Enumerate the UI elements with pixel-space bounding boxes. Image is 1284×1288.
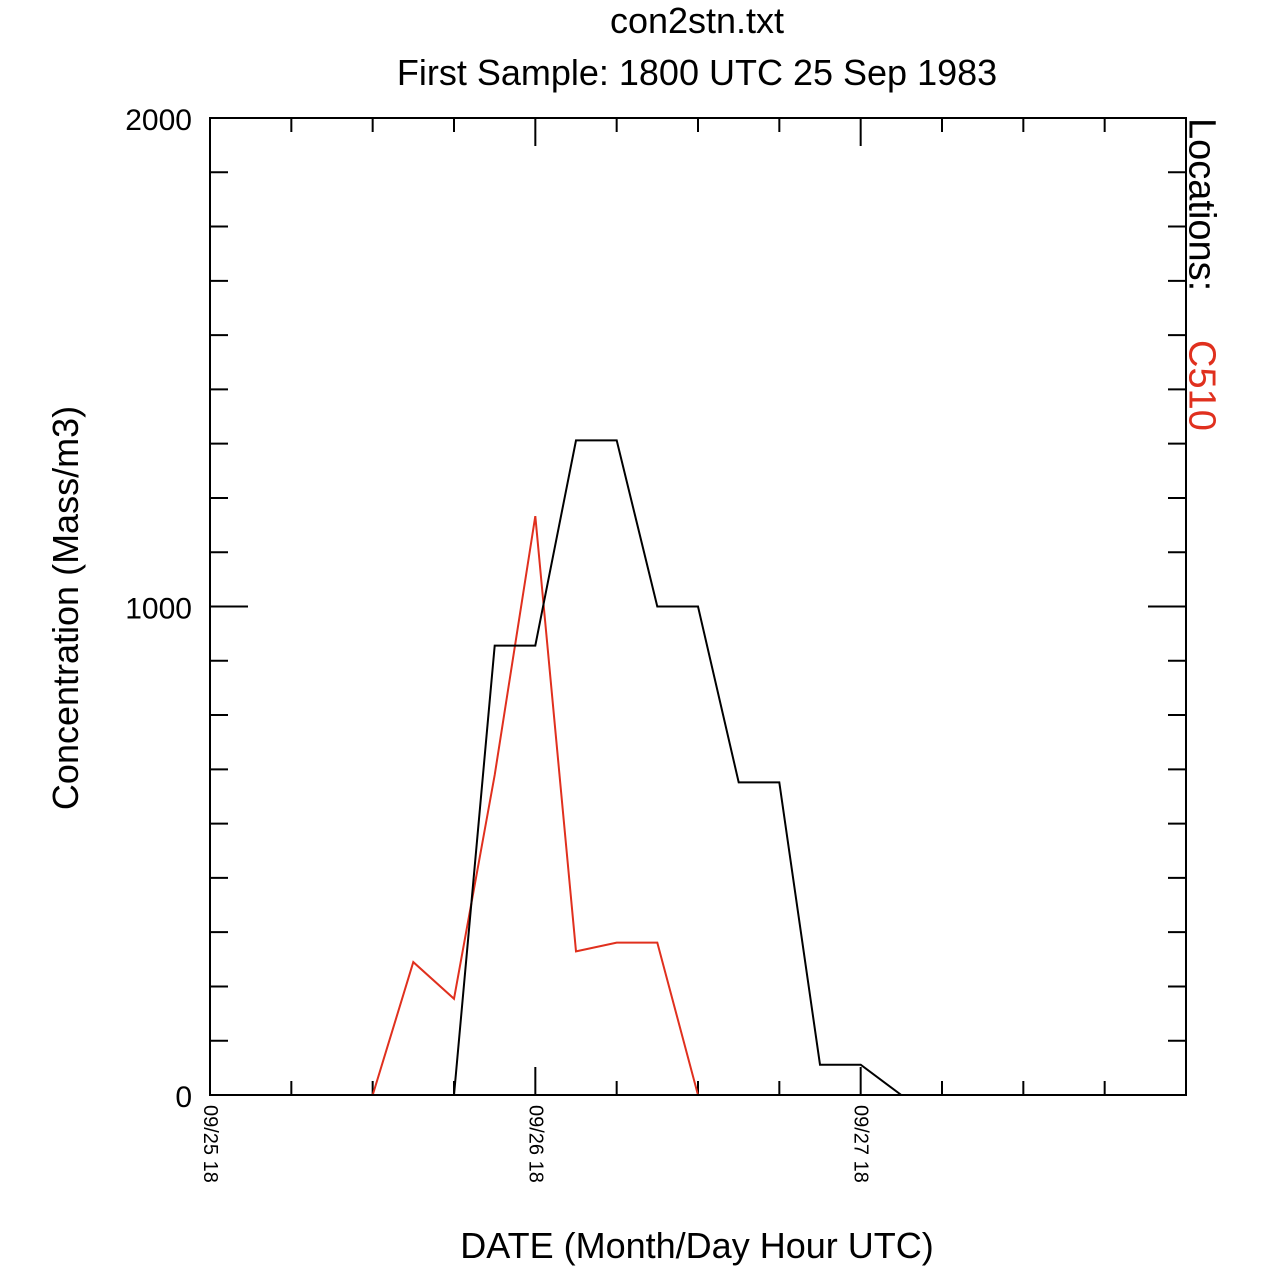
y-tick-label: 1000: [125, 593, 192, 626]
legend-entry-c510: C510: [1181, 340, 1223, 431]
series-line-1: [453, 439, 902, 1096]
x-tick-label: 09/26 18: [524, 1105, 546, 1183]
y-tick-label: 2000: [125, 104, 192, 137]
x-tick-label: 09/25 18: [199, 1105, 221, 1183]
chart-subtitle: First Sample: 1800 UTC 25 Sep 1983: [397, 52, 997, 93]
x-tick-labels: 09/25 18 09/26 18 09/27 18: [199, 1105, 872, 1183]
y-axis-label: Concentration (Mass/m3): [45, 406, 86, 810]
x-tick-label: 09/27 18: [850, 1105, 872, 1183]
chart-title: con2stn.txt: [610, 0, 784, 41]
tick-marks: [209, 117, 1187, 1096]
x-axis-label: DATE (Month/Day Hour UTC): [460, 1225, 933, 1266]
legend-title: Locations:: [1181, 118, 1223, 291]
series-line-c510: [371, 515, 699, 1096]
y-tick-labels: 0 1000 2000: [125, 104, 192, 1114]
y-tick-label: 0: [175, 1081, 192, 1114]
plot-frame: [209, 117, 1187, 1096]
legend: Locations: C510: [1181, 118, 1223, 431]
series-lines: [371, 439, 902, 1096]
